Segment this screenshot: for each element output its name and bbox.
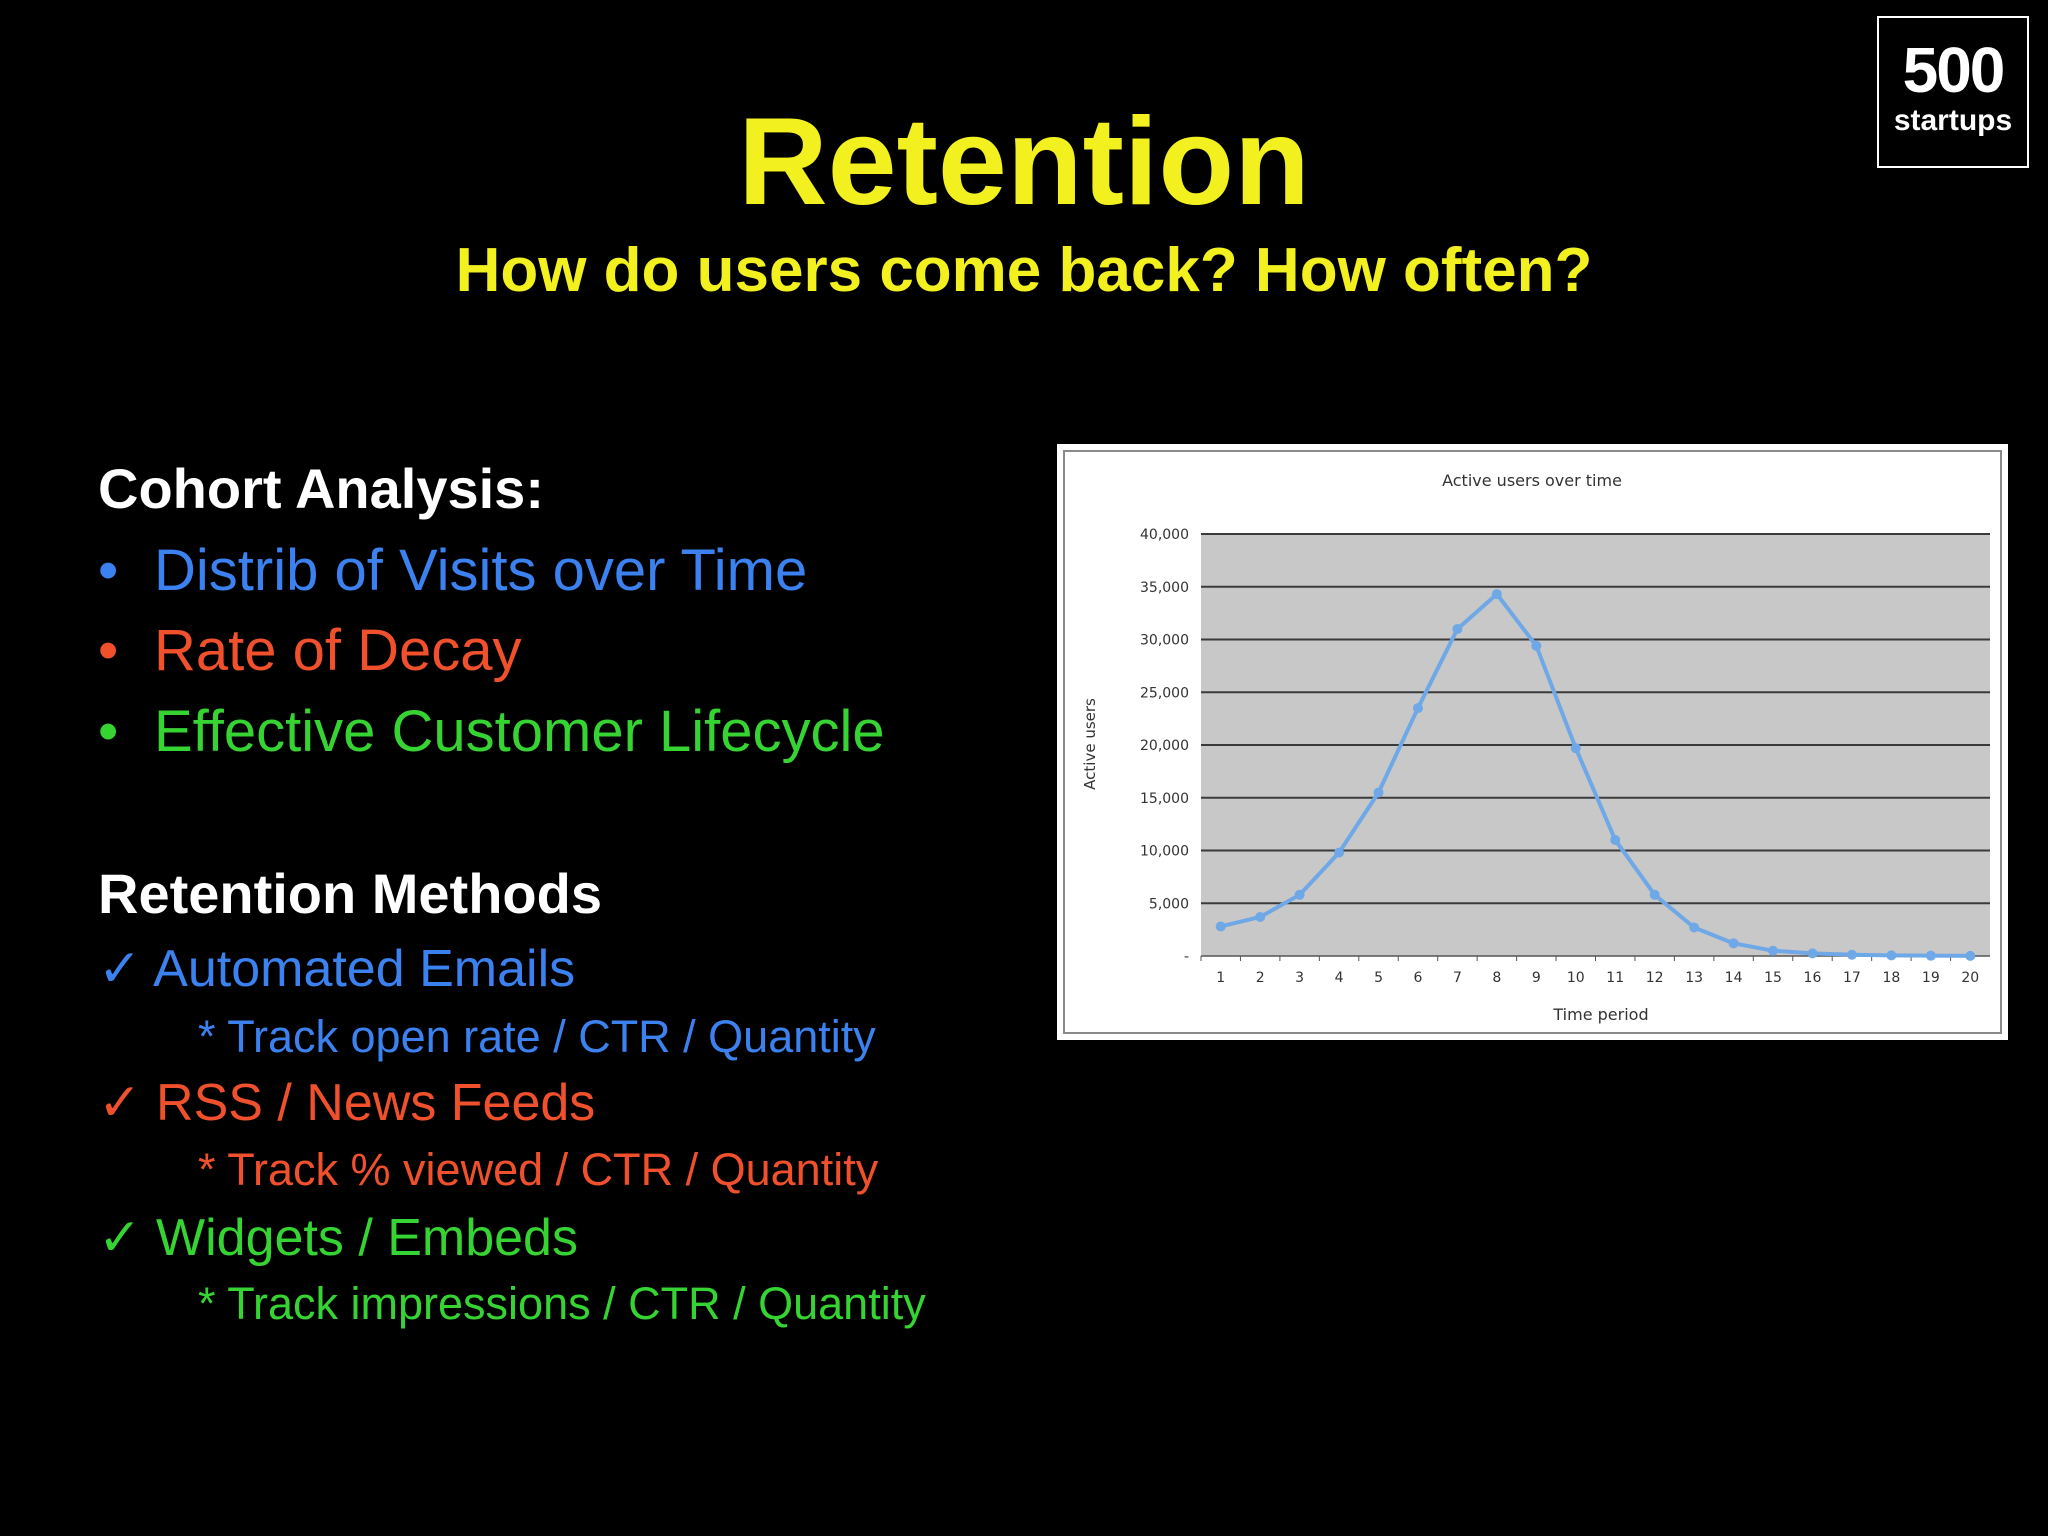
data-point — [1373, 787, 1384, 798]
x-tick-label: 8 — [1492, 970, 1501, 986]
x-tick-label: 13 — [1685, 970, 1703, 986]
bullet-dot: • — [98, 618, 119, 683]
slide-subtitle: How do users come back? How often? — [455, 236, 1593, 305]
y-tick-label: 25,000 — [1140, 685, 1189, 701]
data-point — [1886, 950, 1897, 961]
method-item: ✓ Automated Emails — [98, 939, 575, 999]
x-tick-label: 3 — [1295, 970, 1304, 986]
data-point — [1255, 911, 1266, 922]
data-point — [1491, 589, 1502, 600]
y-tick-label: 15,000 — [1140, 791, 1189, 807]
cohort-item-label: Rate of Decay — [154, 618, 522, 683]
x-tick-label: 19 — [1922, 970, 1940, 986]
data-point — [1531, 640, 1542, 651]
method-item-label: Widgets / Embeds — [156, 1209, 578, 1267]
x-tick-label: 17 — [1843, 970, 1861, 986]
data-point — [1294, 889, 1305, 900]
logo-word: startups — [1893, 104, 2013, 137]
500-startups-logo: 500 startups — [1877, 16, 2029, 168]
cohort-heading: Cohort Analysis: — [98, 457, 544, 520]
data-point — [1452, 623, 1463, 634]
y-tick-label: - — [1184, 949, 1189, 965]
bullet-dot: • — [98, 699, 119, 764]
data-point — [1649, 889, 1660, 900]
data-point — [1412, 703, 1423, 714]
data-point — [1965, 950, 1976, 961]
x-tick-label: 7 — [1453, 970, 1462, 986]
cohort-item: • Effective Customer Lifecycle — [98, 699, 885, 765]
data-point — [1689, 922, 1700, 933]
data-point — [1610, 834, 1621, 845]
chart-frame: Active users over time Active users Time… — [1063, 450, 2002, 1034]
x-tick-label: 2 — [1256, 970, 1265, 986]
method-item: ✓ RSS / News Feeds — [98, 1073, 595, 1133]
y-tick-label: 35,000 — [1140, 580, 1189, 596]
x-tick-label: 4 — [1335, 970, 1344, 986]
methods-heading: Retention Methods — [98, 862, 602, 925]
x-tick-label: 1 — [1216, 970, 1225, 986]
x-tick-label: 11 — [1606, 970, 1624, 986]
cohort-item-label: Distrib of Visits over Time — [154, 538, 808, 603]
y-tick-label: 30,000 — [1140, 633, 1189, 649]
x-tick-label: 5 — [1374, 970, 1383, 986]
data-point — [1846, 949, 1857, 960]
y-tick-label: 10,000 — [1140, 844, 1189, 860]
x-tick-label: 15 — [1764, 970, 1782, 986]
x-tick-label: 10 — [1567, 970, 1585, 986]
x-tick-label: 18 — [1882, 970, 1900, 986]
method-item-label: RSS / News Feeds — [156, 1074, 596, 1132]
y-tick-label: 5,000 — [1149, 896, 1189, 912]
cohort-item: • Distrib of Visits over Time — [98, 538, 807, 604]
bullet-dot: • — [98, 538, 119, 603]
x-tick-label: 16 — [1804, 970, 1822, 986]
check-icon: ✓ — [98, 1209, 142, 1267]
chart-title: Active users over time — [1442, 471, 1622, 490]
data-point — [1807, 948, 1818, 959]
method-item: ✓ Widgets / Embeds — [98, 1208, 578, 1268]
chart-x-axis-label: Time period — [1552, 1005, 1648, 1024]
data-point — [1215, 921, 1226, 932]
data-point — [1334, 847, 1345, 858]
x-tick-label: 9 — [1532, 970, 1541, 986]
cohort-item-label: Effective Customer Lifecycle — [154, 699, 885, 764]
method-item-detail: * Track % viewed / CTR / Quantity — [198, 1144, 879, 1195]
method-item-label: Automated Emails — [153, 940, 576, 998]
series-line — [1220, 592, 1971, 958]
slide-title: Retention — [738, 93, 1310, 231]
method-item-detail: * Track impressions / CTR / Quantity — [198, 1278, 926, 1329]
check-icon: ✓ — [98, 940, 142, 998]
data-point — [1570, 743, 1581, 754]
x-tick-label: 20 — [1961, 970, 1979, 986]
chart-y-axis-label: Active users — [1081, 698, 1099, 790]
x-tick-label: 6 — [1414, 970, 1423, 986]
y-tick-label: 40,000 — [1140, 527, 1189, 543]
method-item-detail: * Track open rate / CTR / Quantity — [198, 1011, 876, 1062]
x-tick-label: 12 — [1646, 970, 1664, 986]
active-users-chart: Active users over time Active users Time… — [1057, 444, 2008, 1040]
check-icon: ✓ — [98, 1074, 142, 1132]
data-point — [1728, 938, 1739, 949]
chart-svg: Active users over time Active users Time… — [1081, 471, 1990, 1024]
cohort-item: • Rate of Decay — [98, 618, 522, 684]
y-tick-label: 20,000 — [1140, 738, 1189, 754]
logo-number: 500 — [1902, 34, 2006, 106]
data-point — [1768, 945, 1779, 956]
data-point — [1925, 950, 1936, 961]
x-tick-label: 14 — [1725, 970, 1743, 986]
